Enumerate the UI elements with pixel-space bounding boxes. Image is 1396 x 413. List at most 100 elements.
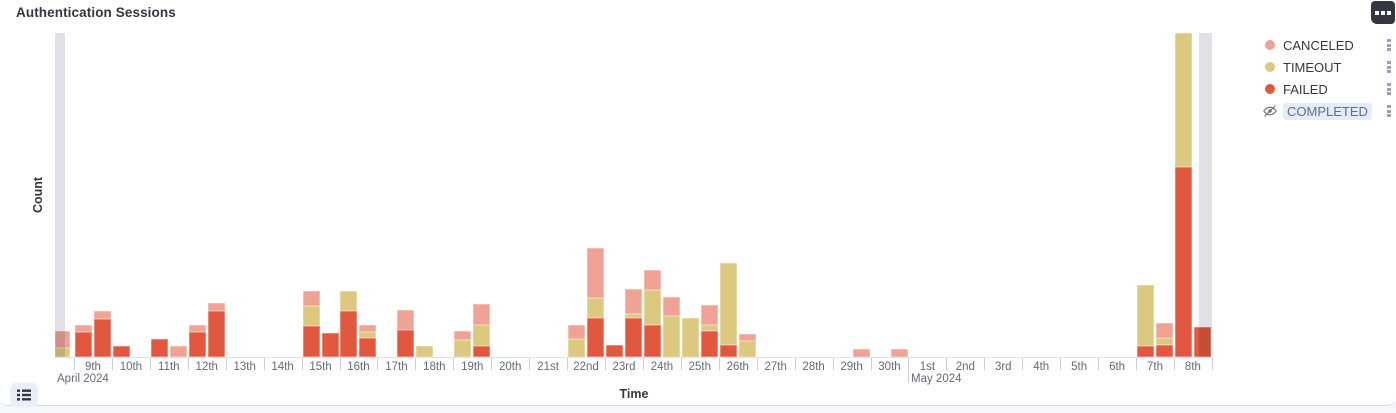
legend-actions-icon[interactable] — [1386, 104, 1393, 118]
bar-segment-failed[interactable] — [606, 345, 623, 357]
legend-toggle-button[interactable] — [10, 383, 38, 407]
bar-segment-failed[interactable] — [359, 338, 377, 357]
bar-segment-failed[interactable] — [700, 331, 718, 357]
bar-segment-timeout[interactable] — [302, 306, 320, 326]
bar-segment-canceled[interactable] — [852, 349, 870, 357]
bar-segment-failed[interactable] — [207, 311, 225, 357]
bar-segment-failed[interactable] — [112, 346, 130, 357]
bar-segment-failed[interactable] — [397, 330, 415, 357]
bar-segment-failed[interactable] — [302, 326, 320, 357]
bar-segment-failed[interactable] — [1156, 345, 1174, 357]
bar-segment-timeout[interactable] — [416, 346, 434, 357]
x-axis-day-label: 3rd — [994, 361, 1012, 373]
x-axis-day-label: 25th — [688, 361, 712, 373]
x-axis-day-label: 12th — [195, 361, 218, 373]
bar-segment-failed[interactable] — [150, 339, 168, 357]
bar-segment-canceled[interactable] — [568, 325, 586, 339]
legend-color-dot — [1265, 84, 1275, 94]
bar-segment-canceled[interactable] — [169, 346, 187, 357]
bar-segment-timeout[interactable] — [738, 341, 756, 357]
x-axis-day-label: 23rd — [612, 361, 636, 373]
bar-segment-canceled[interactable] — [207, 303, 225, 311]
x-axis-tick — [1173, 358, 1175, 370]
bar-segment-timeout[interactable] — [587, 298, 605, 318]
bar-segment-canceled[interactable] — [302, 291, 320, 306]
x-axis-day-label: 26th — [726, 361, 749, 373]
chart-legend: CANCELED TIMEOUT FAILED COMPLETED — [1262, 37, 1393, 120]
legend-label-canceled[interactable]: CANCELED — [1283, 37, 1354, 53]
legend-actions-icon[interactable] — [1386, 38, 1393, 52]
x-axis-day-label: 10th — [119, 361, 143, 373]
x-axis-tick — [301, 358, 303, 370]
bar-segment-timeout[interactable] — [359, 332, 377, 338]
bar-segment-canceled[interactable] — [188, 325, 206, 332]
bar-segment-canceled[interactable] — [700, 305, 718, 325]
bar-segment-failed[interactable] — [188, 332, 206, 357]
bar-segment-canceled[interactable] — [397, 310, 415, 330]
legend-label-failed[interactable]: FAILED — [1283, 81, 1328, 97]
x-axis-tick — [832, 358, 834, 370]
bar-segment-timeout[interactable] — [681, 318, 699, 357]
bar-segment-canceled[interactable] — [662, 297, 680, 316]
x-axis-day-label: 18th — [423, 361, 446, 373]
bar-segment-canceled[interactable] — [1156, 323, 1174, 338]
legend-label-timeout[interactable]: TIMEOUT — [1283, 59, 1342, 75]
bar-segment-failed[interactable] — [1174, 167, 1192, 357]
bar-segment-canceled[interactable] — [74, 325, 92, 332]
bar-segment-failed[interactable] — [74, 332, 92, 357]
panel-options-button[interactable] — [1371, 1, 1395, 24]
bar-segment-canceled[interactable] — [738, 334, 756, 341]
bar-segment-timeout[interactable] — [719, 263, 737, 345]
bar-segment-failed[interactable] — [473, 346, 491, 357]
hidden-series-edge-bar — [55, 33, 65, 357]
bar-segment-timeout[interactable] — [473, 325, 491, 346]
bar-segment-canceled[interactable] — [890, 349, 908, 357]
bar-segment-canceled[interactable] — [624, 289, 642, 314]
x-axis-tick — [377, 358, 379, 370]
bar-segment-failed[interactable] — [1137, 346, 1155, 357]
bar-segment-timeout[interactable] — [643, 290, 661, 325]
x-axis-tick — [642, 358, 644, 370]
legend-color-dot — [1265, 40, 1275, 50]
bar-segment-failed[interactable] — [93, 319, 111, 357]
bar-segment-canceled[interactable] — [93, 311, 111, 319]
bar-segment-failed[interactable] — [624, 318, 642, 357]
bar-segment-failed[interactable] — [321, 333, 339, 357]
bar-segment-timeout[interactable] — [700, 325, 718, 331]
bar-segment-timeout[interactable] — [624, 314, 642, 318]
x-axis-day-label: 9th — [84, 361, 101, 373]
x-axis-day-label: 11th — [158, 361, 180, 373]
bar-segment-failed[interactable] — [587, 318, 605, 357]
bar-segment-canceled[interactable] — [643, 270, 661, 290]
bar-segment-canceled[interactable] — [359, 325, 377, 332]
bar-segment-timeout[interactable] — [662, 316, 680, 357]
legend-actions-icon[interactable] — [1386, 82, 1393, 96]
x-axis-tick — [111, 358, 113, 370]
x-axis-tick — [491, 358, 493, 370]
bar-segment-timeout[interactable] — [568, 339, 586, 357]
bar-segment-timeout[interactable] — [1156, 338, 1174, 345]
bar-segment-failed[interactable] — [340, 311, 358, 357]
bar-segment-timeout[interactable] — [1137, 285, 1155, 346]
bar-segment-failed[interactable] — [643, 325, 661, 357]
bar-segment-canceled[interactable] — [587, 248, 605, 298]
x-axis-tick — [149, 358, 151, 370]
bar-segment-timeout[interactable] — [340, 291, 358, 311]
x-axis-day-label: 4th — [1033, 361, 1050, 373]
bar-segment-canceled[interactable] — [473, 304, 491, 325]
legend-label-completed[interactable]: COMPLETED — [1283, 102, 1372, 120]
bar-segment-timeout[interactable] — [454, 340, 472, 357]
panel-title: Authentication Sessions — [16, 5, 176, 20]
bar-segment-canceled[interactable] — [454, 331, 472, 340]
bar-segment-failed[interactable] — [719, 345, 737, 357]
x-axis-tick — [187, 358, 189, 370]
x-axis-tick — [339, 358, 341, 370]
bar-segment-timeout[interactable] — [1174, 33, 1192, 167]
x-axis-tick — [74, 358, 75, 370]
x-axis-day-label: 1st — [919, 361, 936, 373]
x-axis-month-label-may: May 2024 — [911, 373, 962, 385]
legend-color-dot — [1265, 62, 1275, 72]
legend-actions-icon[interactable] — [1386, 60, 1393, 74]
x-axis-day-label: 5th — [1071, 361, 1088, 373]
